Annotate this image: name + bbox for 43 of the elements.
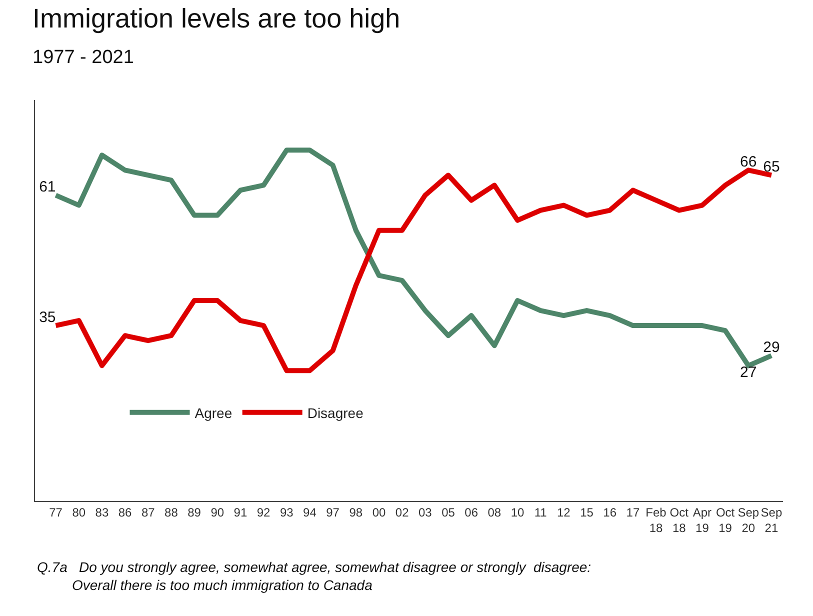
- x-tick-label: 87: [141, 505, 156, 520]
- x-tick-label: 83: [95, 505, 109, 520]
- x-tick-label: 92: [256, 505, 271, 520]
- x-tick-label: 03: [418, 505, 432, 520]
- data-label: 65: [763, 158, 780, 176]
- data-label: 29: [763, 338, 780, 356]
- data-label: 61: [39, 178, 56, 196]
- x-tick-label: 86: [118, 505, 132, 520]
- x-tick-label: 16: [603, 505, 617, 520]
- x-tick-label: 11: [534, 505, 548, 520]
- data-label: 27: [740, 364, 757, 381]
- x-tick-label: Oct 19: [716, 505, 736, 535]
- x-tick-label: 91: [234, 505, 248, 520]
- x-tick-label: 00: [372, 505, 386, 520]
- x-tick-label: 80: [72, 505, 86, 520]
- x-tick-label: 12: [557, 505, 571, 520]
- chart-title: Immigration levels are too high: [32, 4, 400, 34]
- x-tick-label: Feb 18: [646, 505, 667, 535]
- x-tick-label: 06: [464, 505, 478, 520]
- x-tick-label: 90: [210, 505, 224, 520]
- x-tick-label: Apr 19: [692, 505, 712, 535]
- data-label: 66: [740, 153, 757, 170]
- x-tick-label: 97: [326, 505, 340, 520]
- legend-label: Agree: [194, 404, 232, 421]
- x-tick-label: Oct 18: [670, 505, 690, 535]
- x-tick-label: 10: [510, 505, 525, 520]
- x-tick-label: 77: [49, 505, 63, 520]
- x-tick-label: 93: [280, 505, 294, 520]
- x-tick-label: 98: [349, 505, 363, 520]
- x-tick-label: Sep 20: [738, 505, 760, 535]
- x-tick-label: 15: [580, 505, 594, 520]
- chart-subtitle: 1977 - 2021: [32, 46, 134, 68]
- legend-label: Disagree: [307, 404, 364, 421]
- x-tick-label: 89: [188, 505, 202, 520]
- x-tick-label: 88: [164, 505, 178, 520]
- x-tick-label: 08: [488, 505, 502, 520]
- x-tick-label: 17: [626, 505, 640, 520]
- x-tick-label: Sep 21: [760, 505, 782, 535]
- x-tick-label: 94: [303, 505, 317, 520]
- data-label: 35: [39, 308, 56, 326]
- text: Q.7a Do you strongly agree, somewhat agree, somewhat disagree or strongly disagree: Overall there is too much immigration to Canada: [37, 559, 592, 594]
- x-tick-label: 05: [442, 505, 456, 520]
- x-tick-label: 02: [395, 505, 410, 520]
